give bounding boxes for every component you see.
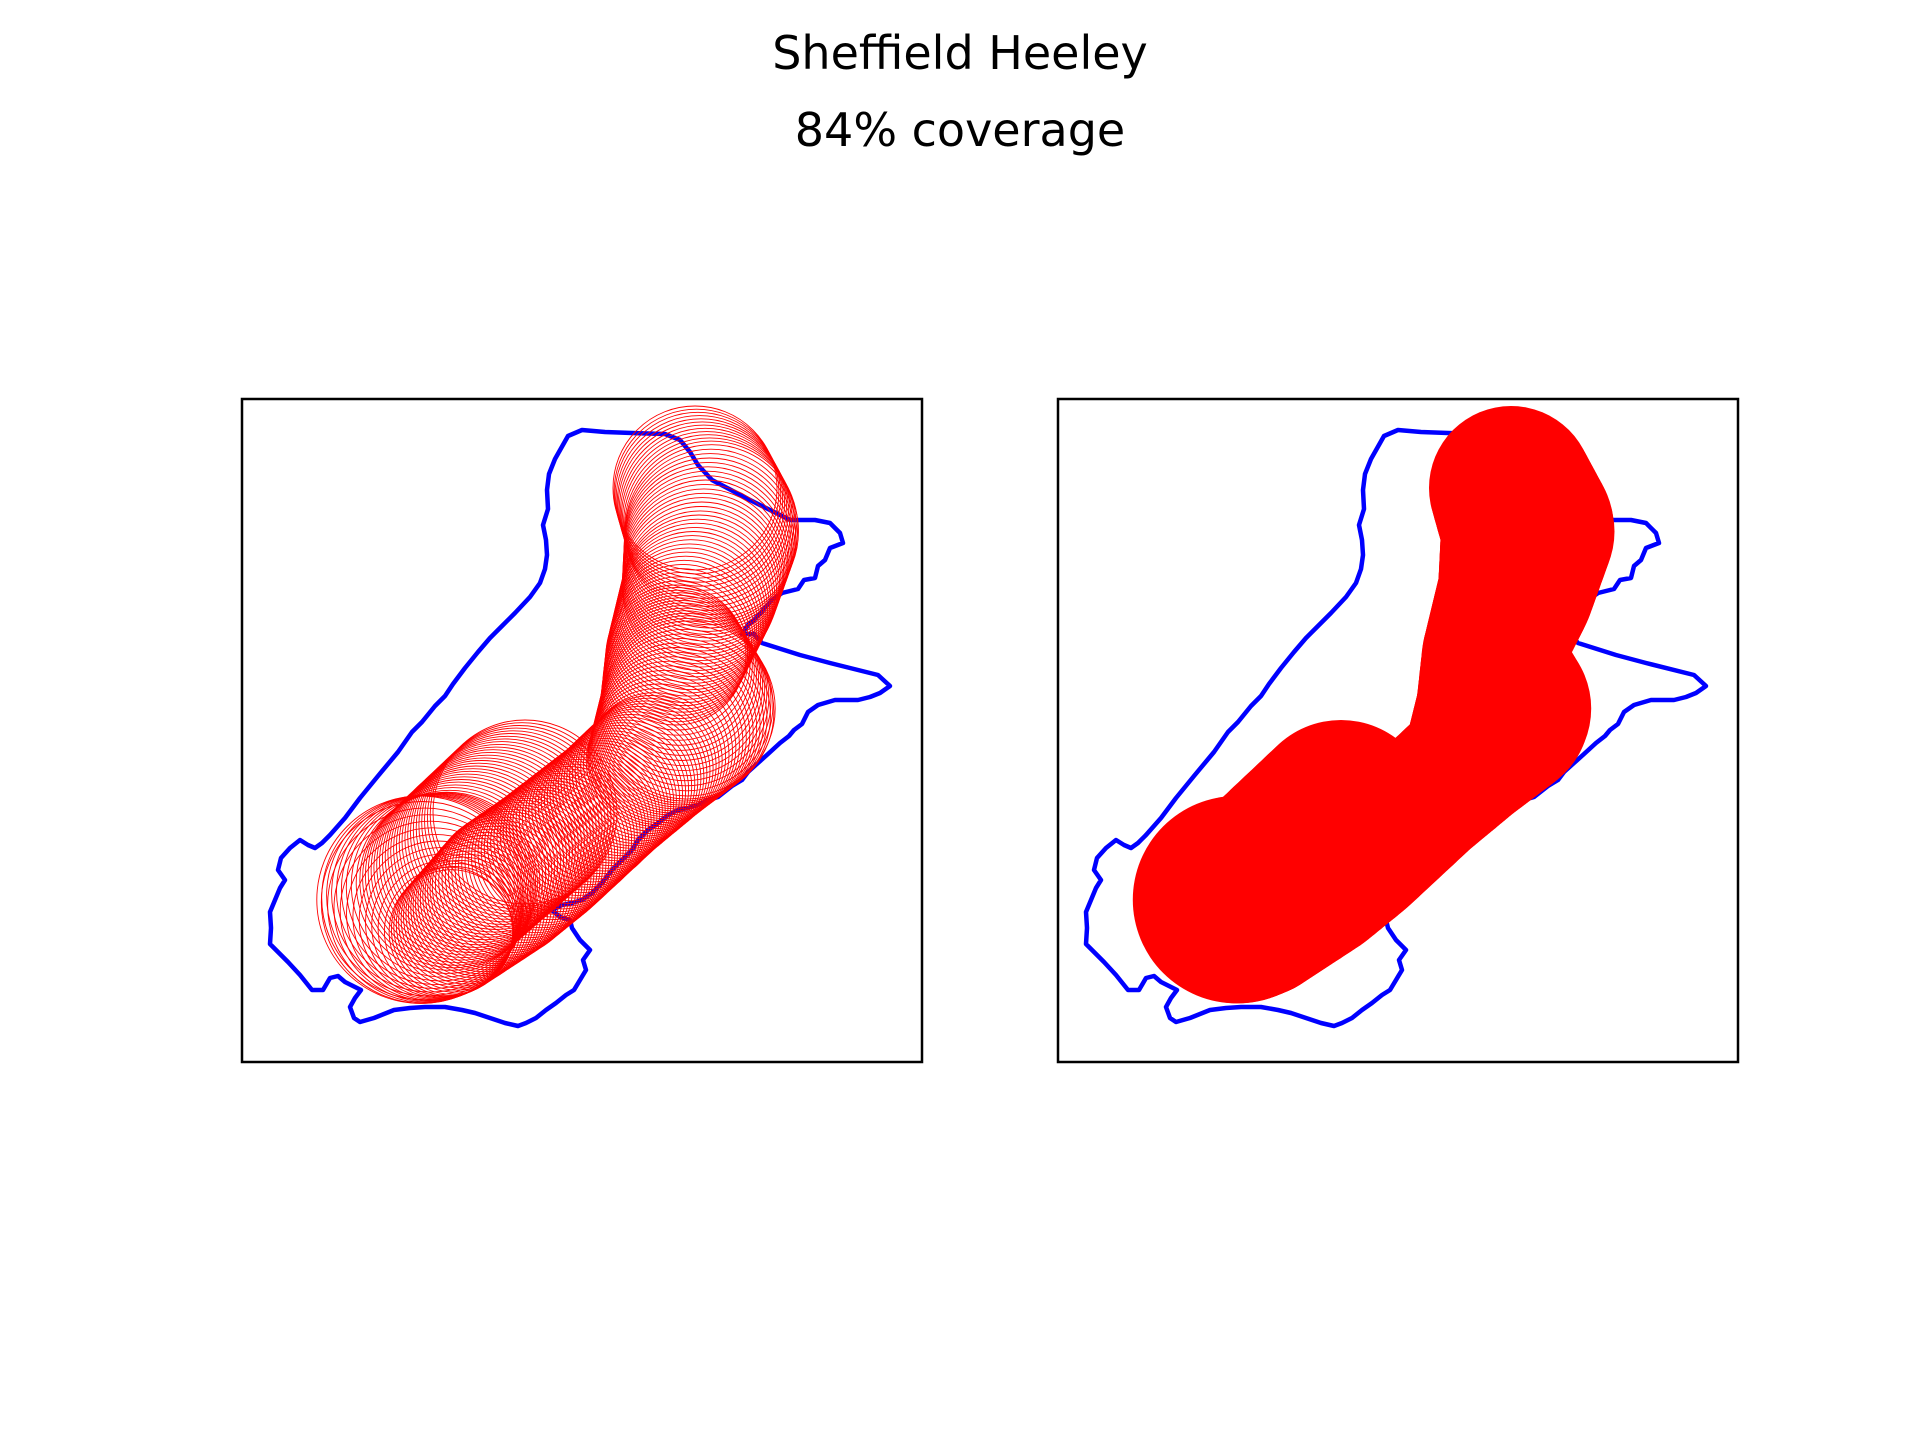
coverage-circle: [410, 741, 594, 925]
coverage-circles-panel: [240, 397, 924, 1064]
coverage-circle: [531, 742, 666, 877]
coverage-circle: [379, 770, 562, 953]
coverage-circle: [393, 757, 576, 941]
coverage-circle: [398, 751, 582, 936]
coverage-circle: [383, 866, 514, 996]
coverage-circle: [461, 793, 604, 936]
coverage-circle: [613, 408, 780, 575]
coverage-circle: [370, 779, 553, 961]
coverage-circle: [593, 656, 751, 814]
coverage-circle: [555, 722, 690, 857]
coverage-circle: [401, 749, 585, 933]
coverage-circle: [424, 727, 609, 913]
coverage-circle: [521, 749, 658, 886]
coverage-circle: [552, 724, 687, 859]
left-constituency-boundary: [267, 427, 893, 1029]
coverage-circle: [364, 784, 547, 966]
coverage-circle: [395, 754, 579, 938]
right-coverage-fill: [1132, 406, 1615, 1004]
coverage-circle: [432, 719, 618, 905]
coverage-circle: [359, 789, 541, 971]
coverage-circle: [407, 743, 591, 928]
coverage-subtitle: 84% coverage: [794, 103, 1126, 157]
left-coverage-circles: [316, 405, 799, 1004]
coverage-circle: [327, 807, 523, 1003]
coverage-circle: [390, 760, 573, 943]
coverage-circle: [429, 722, 615, 907]
coverage-circle: [549, 727, 684, 862]
coverage-circle: [546, 730, 680, 864]
coverage-circle: [426, 725, 612, 910]
coverage-circle: [373, 776, 556, 959]
coverage-circle: [623, 440, 799, 615]
coverage-circle: [404, 746, 588, 930]
coverage-circle: [412, 738, 597, 923]
coverage-circle: [528, 744, 663, 880]
coverage-circle: [496, 768, 635, 907]
coverage-circle: [588, 679, 733, 824]
coverage-circle: [355, 791, 538, 974]
coverage-circle: [477, 782, 619, 923]
coverage-circle: [1249, 720, 1433, 904]
coverage-circle: [421, 730, 606, 915]
coverage-circle: [367, 781, 550, 964]
coverage-circle: [543, 733, 677, 867]
coverage-circle: [611, 555, 760, 704]
coverage-circle: [540, 735, 675, 869]
coverage-circle: [376, 773, 559, 956]
coverage-circle: [499, 766, 638, 904]
coverage-circle: [518, 751, 655, 888]
coverage-circle: [525, 747, 661, 883]
coverage-circle: [615, 415, 784, 583]
figure-title: Sheffield Heeley: [772, 26, 1148, 80]
coverage-circle: [614, 411, 782, 579]
coverage-circle: [362, 787, 544, 969]
coverage-filled-panel: [1056, 397, 1740, 1064]
coverage-circle: [620, 514, 778, 671]
coverage-circle: [618, 424, 789, 595]
coverage-circle: [418, 733, 603, 918]
coverage-circle: [381, 768, 565, 951]
coverage-circle: [387, 762, 570, 946]
coverage-circle: [384, 765, 568, 948]
coverage-circle: [619, 427, 791, 599]
coverage-circle: [415, 735, 600, 920]
coverage-circle: [592, 660, 747, 816]
coverage-circle: [590, 669, 740, 820]
